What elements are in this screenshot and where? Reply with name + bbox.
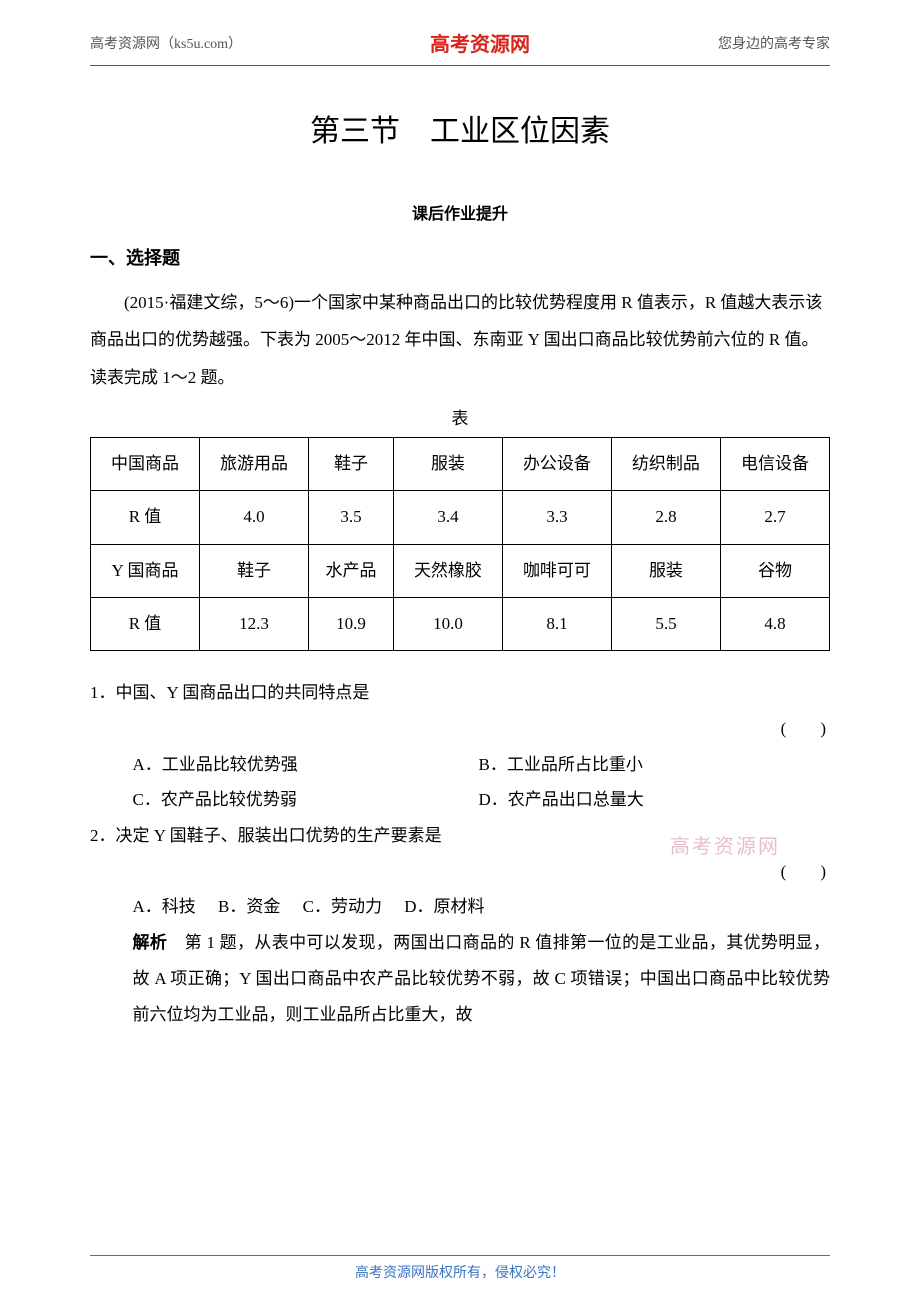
- table-cell: 鞋子: [200, 544, 309, 597]
- footer-text: 高考资源网版权所有，侵权必究！: [0, 1256, 920, 1302]
- table-cell: 咖啡可可: [502, 544, 611, 597]
- table-cell: 5.5: [611, 598, 720, 651]
- table-row: R 值 4.0 3.5 3.4 3.3 2.8 2.7: [91, 491, 830, 544]
- table-row: 中国商品 旅游用品 鞋子 服装 办公设备 纺织制品 电信设备: [91, 438, 830, 491]
- table-cell: 3.3: [502, 491, 611, 544]
- table-cell: 旅游用品: [200, 438, 309, 491]
- table-cell: 2.8: [611, 491, 720, 544]
- question-1-options-row2: C．农产品比较优势弱 D．农产品出口总量大: [90, 782, 830, 818]
- explain-label: 解析: [133, 933, 168, 952]
- option-d: D．农产品出口总量大: [479, 782, 644, 818]
- table-cell: 中国商品: [91, 438, 200, 491]
- page-title: 第三节 工业区位因素: [90, 106, 830, 150]
- table-cell: 鞋子: [309, 438, 394, 491]
- subtitle: 课后作业提升: [90, 200, 830, 224]
- data-table: 中国商品 旅游用品 鞋子 服装 办公设备 纺织制品 电信设备 R 值 4.0 3…: [90, 437, 830, 651]
- option-d: D．原材料: [404, 889, 484, 925]
- header-divider: [90, 65, 830, 66]
- table-row: Y 国商品 鞋子 水产品 天然橡胶 咖啡可可 服装 谷物: [91, 544, 830, 597]
- table-cell: 纺织制品: [611, 438, 720, 491]
- table-cell: 服装: [611, 544, 720, 597]
- table-cell: 电信设备: [720, 438, 829, 491]
- table-cell: 3.5: [309, 491, 394, 544]
- table-cell: R 值: [91, 491, 200, 544]
- option-c: C．劳动力: [303, 889, 382, 925]
- table-cell: 4.0: [200, 491, 309, 544]
- explanation: 解析 第 1 题，从表中可以发现，两国出口商品的 R 值排第一位的是工业品，其优…: [90, 925, 830, 1032]
- table-cell: 服装: [393, 438, 502, 491]
- table-cell: 10.0: [393, 598, 502, 651]
- table-cell: 谷物: [720, 544, 829, 597]
- table-cell: Y 国商品: [91, 544, 200, 597]
- option-a: A．科技: [133, 889, 196, 925]
- section-heading: 一、选择题: [90, 244, 830, 270]
- table-cell: 8.1: [502, 598, 611, 651]
- header-left: 高考资源网（ks5u.com）: [90, 33, 242, 53]
- table-cell: 12.3: [200, 598, 309, 651]
- table-cell: 3.4: [393, 491, 502, 544]
- question-2-text: 2．决定 Y 国鞋子、服装出口优势的生产要素是: [90, 818, 830, 854]
- table-cell: 10.9: [309, 598, 394, 651]
- table-cell: 天然橡胶: [393, 544, 502, 597]
- explain-text: 第 1 题，从表中可以发现，两国出口商品的 R 值排第一位的是工业品，其优势明显…: [133, 933, 831, 1023]
- table-cell: 水产品: [309, 544, 394, 597]
- table-label: 表: [90, 404, 830, 429]
- question-1-options-row1: A．工业品比较优势强 B．工业品所占比重小: [90, 747, 830, 783]
- question-1-bracket: ( ): [90, 711, 830, 747]
- table-cell: 4.8: [720, 598, 829, 651]
- header-right: 您身边的高考专家: [718, 33, 830, 53]
- option-b: B．资金: [218, 889, 280, 925]
- header-center-logo: 高考资源网: [430, 28, 530, 57]
- question-2-bracket: ( ): [90, 854, 830, 890]
- question-2-options: A．科技 B．资金 C．劳动力 D．原材料: [90, 889, 830, 925]
- table-row: R 值 12.3 10.9 10.0 8.1 5.5 4.8: [91, 598, 830, 651]
- table-cell: R 值: [91, 598, 200, 651]
- option-b: B．工业品所占比重小: [479, 747, 643, 783]
- table-cell: 办公设备: [502, 438, 611, 491]
- table-cell: 2.7: [720, 491, 829, 544]
- intro-paragraph: (2015·福建文综，5～6)一个国家中某种商品出口的比较优势程度用 R 值表示…: [90, 284, 830, 396]
- question-1-text: 1．中国、Y 国商品出口的共同特点是: [90, 675, 830, 711]
- option-c: C．农产品比较优势弱: [133, 782, 475, 818]
- option-a: A．工业品比较优势强: [133, 747, 475, 783]
